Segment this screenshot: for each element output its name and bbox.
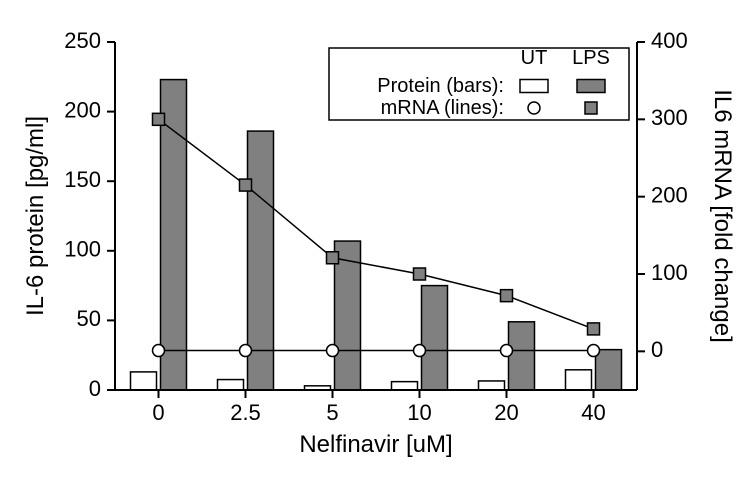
x-tick-label: 0 xyxy=(152,400,164,425)
bar-ut xyxy=(131,372,157,390)
marker-lps xyxy=(240,179,252,191)
marker-ut xyxy=(588,345,600,357)
y-right-tick-label: 300 xyxy=(651,105,688,130)
y-left-tick-label: 200 xyxy=(64,97,101,122)
x-tick-label: 5 xyxy=(326,400,338,425)
x-axis-title: Nelfinavir [uM] xyxy=(299,431,452,458)
legend-marker-ut xyxy=(528,102,540,114)
bar-lps xyxy=(422,286,448,390)
legend-row-protein: Protein (bars): xyxy=(377,75,504,97)
y-left-tick-label: 250 xyxy=(64,28,101,53)
x-tick-label: 10 xyxy=(407,400,431,425)
x-tick-label: 20 xyxy=(494,400,518,425)
y-right-tick-label: 100 xyxy=(651,260,688,285)
marker-lps xyxy=(501,290,513,302)
bar-lps xyxy=(509,322,535,390)
y-right-tick-label: 200 xyxy=(651,182,688,207)
bar-ut xyxy=(479,381,505,390)
x-tick-label: 2.5 xyxy=(230,400,261,425)
x-tick-label: 40 xyxy=(581,400,605,425)
marker-ut xyxy=(327,345,339,357)
marker-lps xyxy=(414,268,426,280)
marker-lps xyxy=(588,323,600,335)
y-left-axis-title: IL-6 protein [pg/ml] xyxy=(22,116,49,316)
marker-lps xyxy=(327,252,339,264)
y-left-tick-label: 100 xyxy=(64,237,101,262)
legend-header-lps: LPS xyxy=(572,47,610,69)
chart-container: 0 50 100 150 200 250 0 100 200 300 400 0 2.5 5 10 20 40 N… xyxy=(0,0,750,501)
bar-ut xyxy=(566,370,592,390)
marker-ut xyxy=(240,345,252,357)
legend-swatch-protein-lps xyxy=(577,80,605,93)
y-right-tick-label: 400 xyxy=(651,28,688,53)
marker-ut xyxy=(414,345,426,357)
legend-marker-lps xyxy=(585,102,597,114)
marker-ut xyxy=(153,345,165,357)
y-right-tick-label: 0 xyxy=(651,337,663,362)
marker-ut xyxy=(501,345,513,357)
bar-lps xyxy=(161,80,187,390)
legend-header-ut: UT xyxy=(521,47,548,69)
line-series xyxy=(159,119,594,329)
bar-ut xyxy=(392,382,418,390)
legend-row-mrna: mRNA (lines): xyxy=(381,97,504,119)
marker-lps xyxy=(153,113,165,125)
legend-swatch-protein-ut xyxy=(520,80,548,93)
bar-ut xyxy=(218,380,244,390)
y-left-tick-label: 50 xyxy=(77,306,101,331)
y-left-tick-label: 0 xyxy=(89,376,101,401)
chart-svg: 0 50 100 150 200 250 0 100 200 300 400 0 2.5 5 10 20 40 N… xyxy=(0,0,750,501)
y-right-axis-title: IL6 mRNA [fold change] xyxy=(709,89,736,342)
bar-lps xyxy=(596,350,622,390)
y-left-tick-label: 150 xyxy=(64,167,101,192)
